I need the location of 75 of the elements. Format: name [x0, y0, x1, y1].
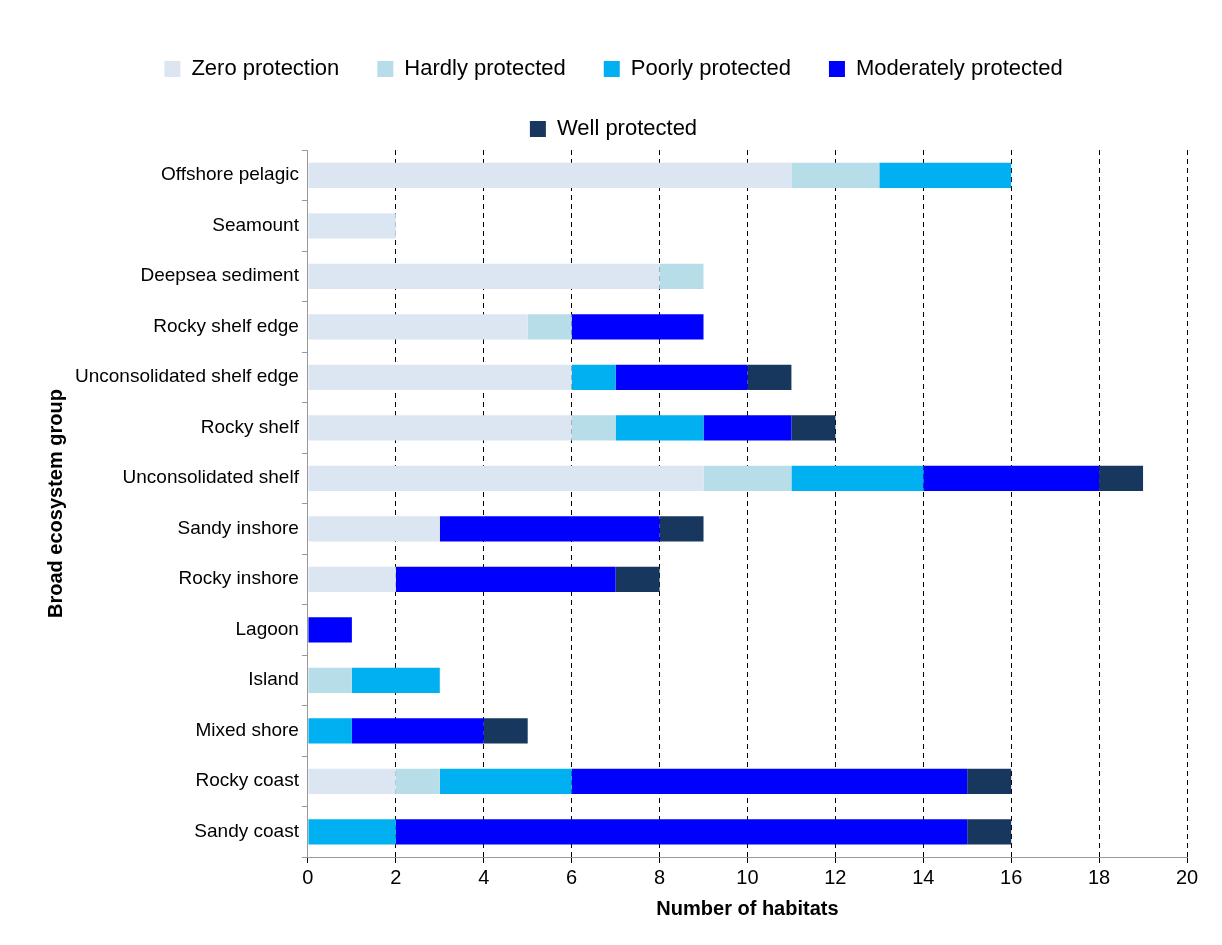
- legend-label: Hardly protected: [404, 55, 566, 81]
- bar: [659, 263, 704, 289]
- bar: [879, 162, 1012, 188]
- bar: [703, 465, 792, 491]
- y-tick-label: Sandy inshore: [177, 516, 299, 538]
- bar: [527, 314, 572, 340]
- bar: [439, 768, 572, 794]
- bar: [395, 819, 968, 845]
- y-tick-label: Island: [248, 668, 299, 690]
- x-tick-label: 12: [824, 865, 847, 888]
- y-tick-label: Rocky shelf edge: [153, 314, 299, 336]
- y-tick-label: Rocky shelf: [200, 415, 300, 437]
- x-tick-label: 16: [1000, 865, 1023, 888]
- bar: [967, 819, 1012, 845]
- x-tick-label: 6: [566, 865, 578, 888]
- x-tick-label: 8: [654, 865, 666, 888]
- y-tick-label: Rocky coast: [195, 769, 300, 791]
- y-tick-label: Unconsolidated shelf: [122, 466, 300, 488]
- bar: [395, 768, 440, 794]
- y-tick-label: Unconsolidated shelf edge: [75, 365, 299, 387]
- bar: [615, 566, 660, 592]
- bar: [615, 415, 704, 441]
- bar: [571, 314, 704, 340]
- bar: [395, 566, 616, 592]
- y-axis-title: Broad ecosystem group: [43, 389, 66, 618]
- bar: [439, 516, 660, 542]
- bar: [791, 465, 924, 491]
- bar: [615, 364, 748, 390]
- bar: [571, 415, 616, 441]
- y-tick-label: Sandy coast: [194, 819, 300, 841]
- bar: [308, 314, 528, 340]
- x-axis-title: Number of habitats: [656, 896, 839, 919]
- bar: [791, 415, 836, 441]
- x-tick-label: 4: [478, 865, 490, 888]
- legend-label: Well protected: [556, 115, 698, 141]
- bar: [703, 415, 792, 441]
- bar: [308, 162, 792, 188]
- bar: [308, 465, 704, 491]
- x-tick-label: 14: [912, 865, 935, 888]
- bar: [308, 415, 572, 441]
- bar: [1099, 465, 1144, 491]
- bar: [308, 667, 352, 693]
- legend-label: Zero protection: [191, 55, 340, 81]
- bar: [571, 768, 968, 794]
- bar: [308, 364, 572, 390]
- bar: [791, 162, 880, 188]
- bar: [351, 667, 440, 693]
- bar: [747, 364, 792, 390]
- bar: [923, 465, 1100, 491]
- x-tick-label: 0: [302, 865, 314, 888]
- bar: [308, 819, 396, 845]
- y-tick-label: Deepsea sediment: [140, 264, 300, 286]
- bar: [308, 213, 396, 239]
- y-tick-label: Lagoon: [235, 617, 299, 639]
- x-tick-label: 10: [736, 865, 759, 888]
- y-tick-label: Offshore pelagic: [160, 163, 299, 185]
- bar: [571, 364, 616, 390]
- bar: [308, 718, 352, 744]
- bar: [308, 516, 440, 542]
- legend-label: Poorly protected: [630, 55, 791, 81]
- bar: [308, 768, 396, 794]
- bar: [967, 768, 1012, 794]
- y-tick-label: Mixed shore: [195, 718, 299, 740]
- bar: [308, 263, 660, 289]
- bar: [308, 617, 352, 643]
- bar: [659, 516, 704, 542]
- x-tick-label: 18: [1087, 865, 1111, 888]
- y-tick-label: Seamount: [212, 213, 300, 235]
- bar: [351, 718, 484, 744]
- x-tick-label: 20: [1175, 865, 1199, 888]
- y-tick-label: Rocky inshore: [178, 567, 299, 589]
- x-tick-label: 2: [390, 865, 402, 888]
- bar: [483, 718, 528, 744]
- bar: [308, 566, 396, 592]
- legend-label: Moderately protected: [855, 55, 1063, 81]
